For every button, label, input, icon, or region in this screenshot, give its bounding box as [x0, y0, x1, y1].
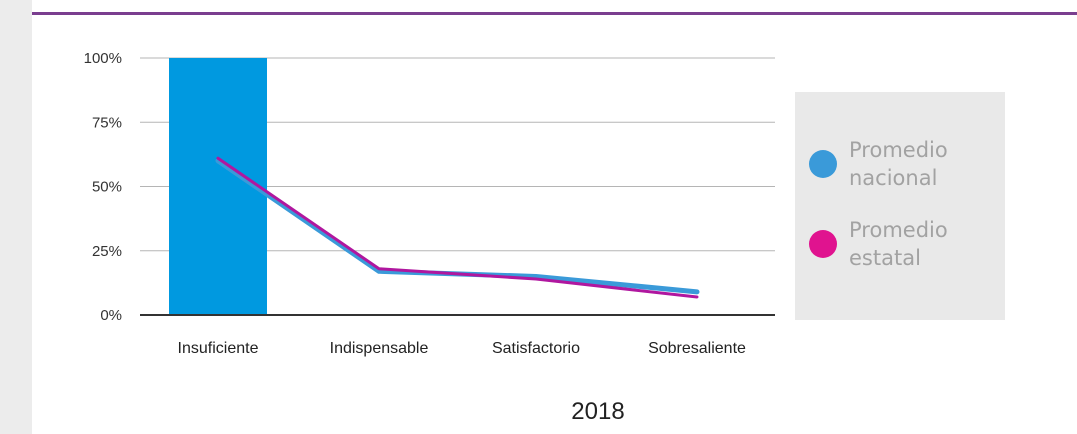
legend-label-nacional: Promedio nacional: [849, 136, 999, 192]
legend-label-line1: Promedio: [849, 218, 948, 242]
legend-dot-estatal: [809, 230, 837, 258]
legend-label-estatal: Promedio estatal: [849, 216, 999, 272]
chart-legend: Promedio nacional Promedio estatal: [795, 92, 1005, 320]
legend-label-line2: estatal: [849, 246, 921, 270]
y-tick-label: 0%: [100, 307, 122, 324]
x-category-label: Indispensable: [330, 340, 429, 357]
legend-item-estatal: Promedio estatal: [809, 216, 999, 272]
y-tick-label: 25%: [92, 243, 122, 260]
legend-dot-nacional: [809, 150, 837, 178]
y-tick-label: 50%: [92, 179, 122, 196]
legend-label-line1: Promedio: [849, 138, 948, 162]
x-category-label: Sobresaliente: [648, 340, 746, 357]
line-series-nacional: [215, 158, 700, 295]
bar-insuficiente: [169, 58, 267, 315]
line-series-estatal: [216, 156, 699, 299]
legend-item-nacional: Promedio nacional: [809, 136, 999, 192]
legend-label-line2: nacional: [849, 166, 938, 190]
y-tick-label: 75%: [92, 114, 122, 131]
left-margin-strip: [0, 0, 32, 434]
x-category-label: Satisfactorio: [492, 340, 580, 357]
y-tick-label: 100%: [84, 50, 122, 67]
header-rule: [32, 12, 1077, 15]
x-category-label: Insuficiente: [178, 340, 259, 357]
chart-title: 2018: [571, 398, 624, 425]
